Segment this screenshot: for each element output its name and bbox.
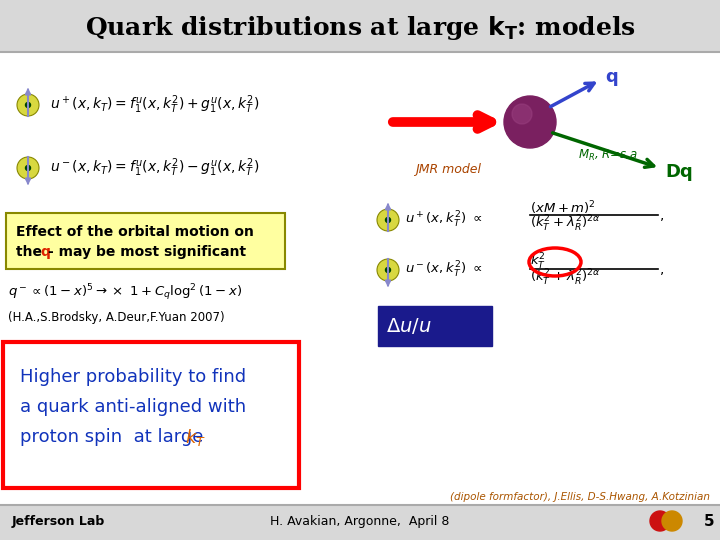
Text: $M_R$, R=s,a: $M_R$, R=s,a	[578, 147, 638, 163]
Text: $k_T$: $k_T$	[185, 427, 206, 448]
Circle shape	[512, 104, 532, 124]
Circle shape	[385, 267, 390, 273]
Text: $u^-(x, k_T) = f_1^u(x, k_T^2) - g_1^u(x, k_T^2)$: $u^-(x, k_T) = f_1^u(x, k_T^2) - g_1^u(x…	[50, 157, 259, 179]
Circle shape	[17, 94, 39, 116]
FancyBboxPatch shape	[3, 342, 299, 488]
Text: Effect of the orbital motion on: Effect of the orbital motion on	[16, 225, 254, 239]
Text: H. Avakian, Argonne,  April 8: H. Avakian, Argonne, April 8	[270, 515, 450, 528]
Text: q: q	[605, 68, 618, 86]
FancyBboxPatch shape	[6, 213, 285, 269]
Circle shape	[25, 165, 30, 171]
Text: $q^- \propto (1-x)^5 \to \times\ 1 + C_q\log^2(1-x)$: $q^- \propto (1-x)^5 \to \times\ 1 + C_q…	[8, 283, 242, 303]
Text: - may be most significant: - may be most significant	[48, 245, 246, 259]
Text: ,: ,	[660, 208, 665, 222]
Text: Jefferson Lab: Jefferson Lab	[12, 515, 105, 528]
Text: JMR model: JMR model	[415, 164, 481, 177]
Circle shape	[650, 511, 670, 531]
Circle shape	[662, 511, 682, 531]
Text: 5: 5	[704, 514, 715, 529]
Circle shape	[377, 209, 399, 231]
Circle shape	[17, 157, 39, 179]
Circle shape	[385, 218, 390, 222]
Text: $u^-(x, k_T^2)\ \propto$: $u^-(x, k_T^2)\ \propto$	[405, 260, 482, 280]
Text: the: the	[16, 245, 47, 259]
Text: proton spin  at large: proton spin at large	[20, 428, 209, 446]
Text: $k_T^2$: $k_T^2$	[530, 252, 546, 272]
Text: a quark anti-aligned with: a quark anti-aligned with	[20, 398, 246, 416]
Text: $(xM+m)^2$: $(xM+m)^2$	[530, 199, 596, 217]
Text: $u^+(x, k_T) = f_1^u(x, k_T^2) + g_1^u(x, k_T^2)$: $u^+(x, k_T) = f_1^u(x, k_T^2) + g_1^u(x…	[50, 94, 259, 116]
FancyBboxPatch shape	[378, 306, 492, 346]
Text: (H.A.,S.Brodsky, A.Deur,F.Yuan 2007): (H.A.,S.Brodsky, A.Deur,F.Yuan 2007)	[8, 312, 225, 325]
Circle shape	[504, 96, 556, 148]
FancyBboxPatch shape	[0, 505, 720, 540]
Text: $(k_T^2+\lambda_R^2)^{2\alpha}$: $(k_T^2+\lambda_R^2)^{2\alpha}$	[530, 268, 600, 288]
Text: $u^+(x, k_T^2)\ \propto$: $u^+(x, k_T^2)\ \propto$	[405, 210, 482, 230]
Text: $\Delta u/u$: $\Delta u/u$	[386, 316, 432, 336]
Text: Dq: Dq	[665, 163, 693, 181]
Circle shape	[25, 103, 30, 107]
Text: q: q	[40, 245, 50, 259]
Circle shape	[377, 259, 399, 281]
Text: Quark distributions at large $\mathbf{k_T}$: models: Quark distributions at large $\mathbf{k_…	[84, 14, 636, 42]
Text: ,: ,	[660, 262, 665, 276]
Text: (dipole formfactor), J.Ellis, D-S.Hwang, A.Kotzinian: (dipole formfactor), J.Ellis, D-S.Hwang,…	[450, 492, 710, 502]
Text: Higher probability to find: Higher probability to find	[20, 368, 246, 386]
Text: $(k_T^2+\lambda_R^2)^{2\alpha}$: $(k_T^2+\lambda_R^2)^{2\alpha}$	[530, 214, 600, 234]
FancyBboxPatch shape	[0, 0, 720, 52]
